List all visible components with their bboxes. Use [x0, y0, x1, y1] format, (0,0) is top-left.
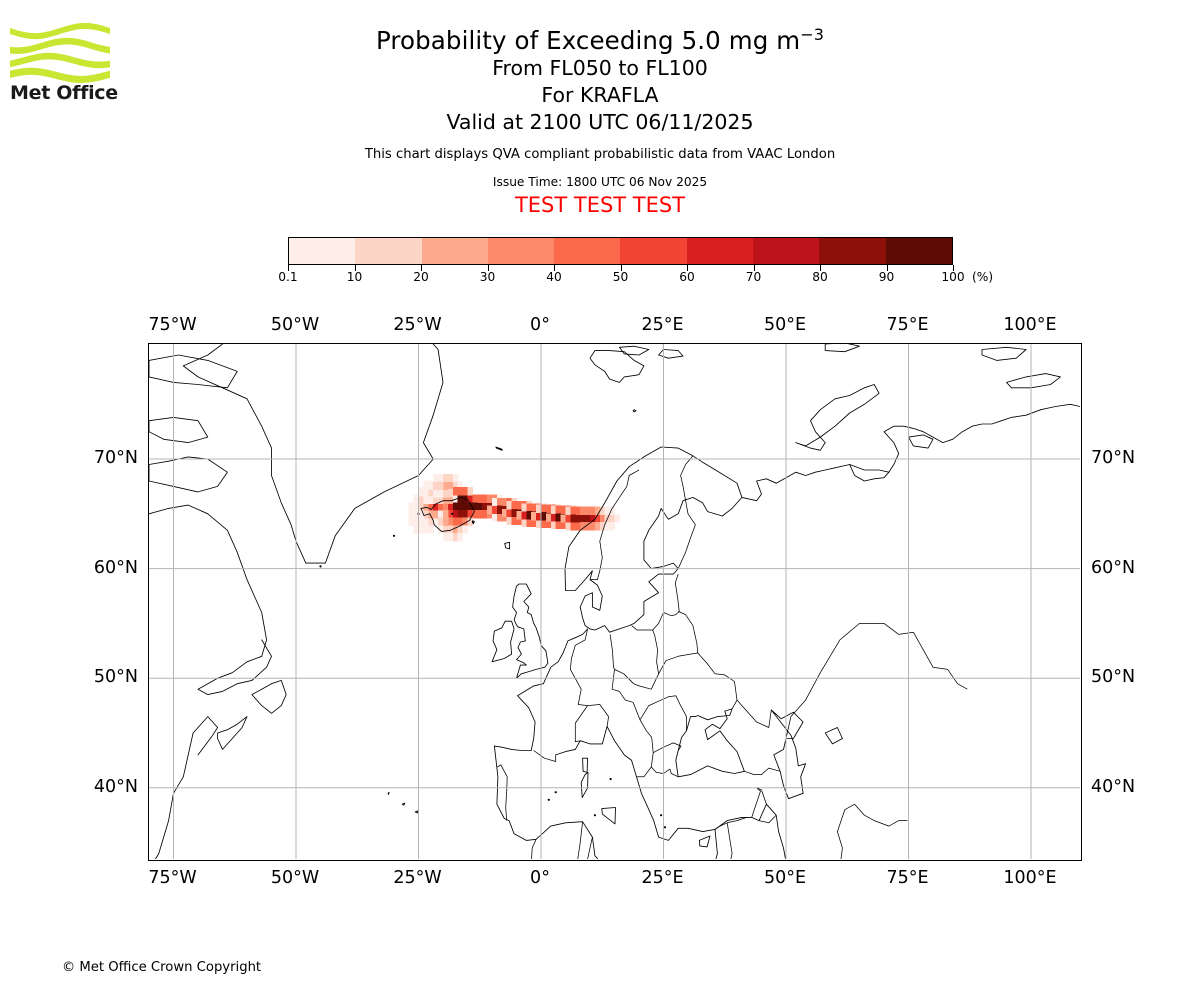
colorbar-bands: [288, 237, 953, 265]
coastline-layer: [149, 344, 1080, 859]
latitude-label-right-50N: 50°N: [1091, 667, 1136, 688]
colorbar-tick-6: [687, 265, 688, 271]
colorbar-tick-9: [886, 265, 888, 271]
latitude-label-right-40N: 40°N: [1091, 776, 1136, 797]
colorbar-band-6: [686, 238, 754, 264]
colorbar-tick-label-4: 40: [546, 270, 562, 284]
data-disclaimer: This chart displays QVA compliant probab…: [364, 147, 836, 163]
issue-time: Issue Time: 1800 UTC 06 Nov 2025: [492, 175, 708, 190]
longitude-label-25W: 25°W: [393, 868, 442, 888]
colorbar-band-5: [620, 238, 687, 264]
colorbar-band-2: [421, 238, 488, 264]
colorbar-band-0: [289, 238, 356, 264]
colorbar: [288, 237, 953, 265]
longitude-label-50E: 50°E: [763, 868, 807, 888]
colorbar-tick-label-2: 20: [413, 270, 429, 284]
colorbar-tick-1: [354, 265, 356, 271]
longitude-label-75E: 75°E: [886, 315, 929, 335]
colorbar-band-9: [885, 238, 952, 264]
flight-level-range: From FL050 to FL100: [492, 55, 708, 80]
page-title: Probability of Exceeding 5.0 mg m−3: [0, 26, 1200, 55]
longitude-label-50E: 50°E: [763, 315, 807, 335]
colorbar-tick-label-1: 10: [346, 270, 363, 284]
met-office-logo-text: Met Office: [10, 82, 118, 104]
colorbar-band-4: [554, 238, 621, 264]
colorbar-band-3: [487, 238, 555, 264]
latitude-label-left-60N: 60°N: [93, 557, 138, 578]
latitude-label-right-60N: 60°N: [1091, 557, 1136, 578]
colorbar-tick-label-0: 0.1: [278, 270, 298, 284]
colorbar-tick-4: [554, 265, 555, 271]
graticule-layer: [149, 344, 1080, 859]
longitude-label-0: 0°: [530, 868, 550, 888]
copyright-notice: © Met Office Crown Copyright: [62, 960, 262, 975]
met-office-logo: Met Office: [10, 22, 118, 114]
colorbar-ticks: [288, 265, 954, 273]
colorbar-tick-3: [487, 265, 489, 271]
title-block: Probability of Exceeding 5.0 mg m−3 From…: [0, 0, 1200, 218]
longitude-label-25W: 25°W: [393, 315, 442, 335]
latitude-label-left-40N: 40°N: [93, 776, 138, 797]
latitude-label-left-50N: 50°N: [93, 667, 138, 688]
colorbar-tick-label-3: 30: [479, 270, 496, 284]
longitude-label-75W: 75°W: [148, 315, 197, 335]
ash-plume-layer: [408, 473, 620, 542]
colorbar-tick-10: [953, 265, 954, 271]
colorbar-tick-label-6: 60: [679, 270, 695, 284]
colorbar-unit-label: (%): [972, 270, 994, 284]
longitude-label-100E: 100°E: [1003, 315, 1057, 335]
colorbar-tick-label-10: 100: [941, 270, 965, 284]
colorbar-tick-label-5: 50: [612, 270, 629, 284]
colorbar-tick-8: [820, 265, 821, 271]
test-banner: TEST TEST TEST: [514, 193, 686, 218]
volcano-name: For KRAFLA: [541, 82, 659, 107]
map-panel[interactable]: [148, 343, 1082, 861]
colorbar-band-7: [753, 238, 820, 264]
colorbar-band-1: [355, 238, 422, 264]
longitude-label-50W: 50°W: [270, 315, 320, 335]
colorbar-tick-5: [620, 265, 622, 271]
longitude-label-0: 0°: [530, 315, 550, 335]
longitude-label-50W: 50°W: [270, 868, 320, 888]
longitude-label-25E: 25°E: [641, 315, 684, 335]
colorbar-tick-label-9: 90: [878, 270, 895, 284]
colorbar-tick-0: [288, 265, 289, 271]
colorbar-tick-label-8: 80: [812, 270, 828, 284]
longitude-label-100E: 100°E: [1003, 868, 1057, 888]
latitude-label-left-70N: 70°N: [93, 448, 138, 469]
colorbar-tick-7: [753, 265, 755, 271]
longitude-label-25E: 25°E: [641, 868, 684, 888]
colorbar-tick-2: [421, 265, 422, 271]
latitude-label-right-70N: 70°N: [1091, 448, 1136, 469]
logo-waves-icon: [10, 22, 110, 83]
colorbar-tick-label-7: 70: [745, 270, 762, 284]
valid-time: Valid at 2100 UTC 06/11/2025: [446, 110, 754, 135]
colorbar-tick-labels: 0.1 10 20 30 40 50 60 70 80 90 100: [278, 270, 964, 288]
longitude-label-75E: 75°E: [886, 868, 929, 888]
page-title-exponent: −3: [800, 25, 824, 44]
longitude-label-75W: 75°W: [148, 868, 197, 888]
map-canvas: [149, 344, 1080, 859]
colorbar-band-8: [819, 238, 886, 264]
page-title-text: Probability of Exceeding 5.0 mg m: [375, 26, 801, 56]
